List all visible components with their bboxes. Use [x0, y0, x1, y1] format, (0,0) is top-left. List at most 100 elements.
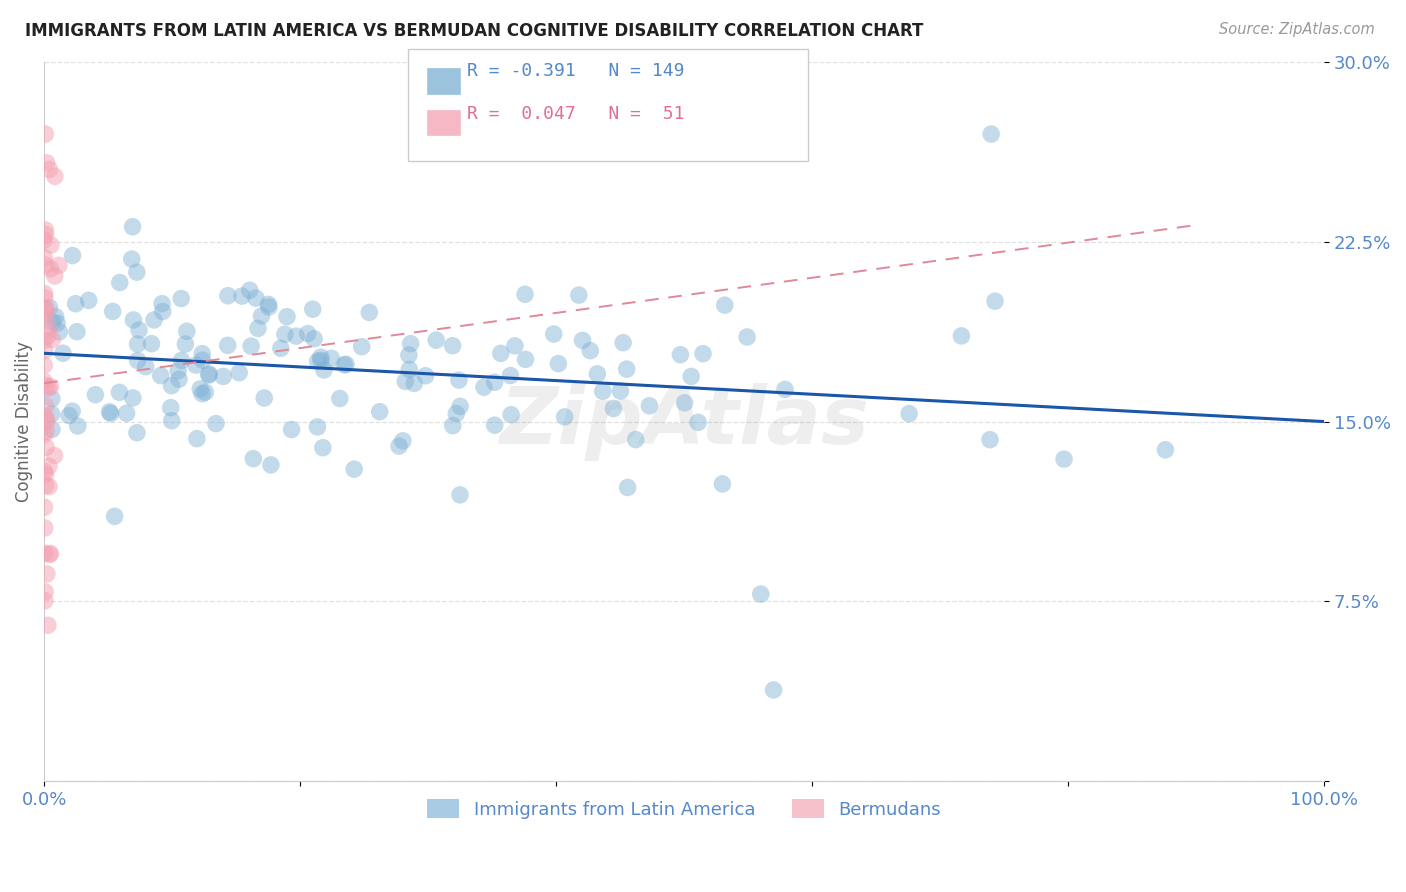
Point: [307, 420, 329, 434]
Point: [624, 433, 647, 447]
Point: [692, 346, 714, 360]
Point: [191, 386, 214, 401]
Point: [38, 301, 60, 315]
Point: [44, 268, 66, 283]
Point: [125, 425, 148, 440]
Point: [121, 219, 143, 234]
Point: [41, 315, 63, 329]
Point: [66, 325, 89, 339]
Point: [242, 451, 264, 466]
Point: [280, 422, 302, 436]
Point: [45, 310, 67, 324]
Point: [34, 593, 56, 607]
Point: [35, 415, 58, 429]
Point: [898, 407, 921, 421]
Point: [447, 373, 470, 387]
Point: [359, 305, 381, 319]
Point: [245, 291, 267, 305]
Point: [388, 439, 411, 453]
Point: [1053, 452, 1076, 467]
Point: [62, 249, 84, 263]
Point: [38, 459, 60, 474]
Point: [38, 162, 60, 177]
Point: [35, 306, 58, 320]
Point: [100, 407, 122, 421]
Point: [35, 478, 58, 492]
Point: [350, 340, 373, 354]
Point: [34, 127, 56, 141]
Point: [101, 304, 124, 318]
Point: [239, 283, 262, 297]
Point: [48, 325, 70, 339]
Point: [472, 380, 495, 394]
Point: [669, 348, 692, 362]
Point: [160, 378, 183, 392]
Point: [41, 407, 63, 421]
Point: [484, 418, 506, 433]
Point: [186, 432, 208, 446]
Point: [167, 372, 190, 386]
Point: [38, 381, 60, 395]
Point: [571, 334, 593, 348]
Point: [41, 392, 63, 406]
Point: [515, 352, 537, 367]
Point: [34, 521, 56, 535]
Point: [217, 338, 239, 352]
Point: [32, 374, 55, 388]
Point: [191, 346, 214, 360]
Point: [441, 418, 464, 433]
Point: [115, 406, 138, 420]
Text: R =  0.047   N =  51: R = 0.047 N = 51: [467, 105, 685, 123]
Point: [212, 369, 235, 384]
Point: [950, 329, 973, 343]
Point: [301, 302, 323, 317]
Point: [568, 288, 591, 302]
Point: [398, 348, 420, 362]
Point: [170, 353, 193, 368]
Point: [276, 310, 298, 324]
Point: [39, 261, 62, 276]
Point: [35, 399, 58, 413]
Point: [122, 313, 145, 327]
Point: [980, 127, 1002, 141]
Point: [257, 297, 280, 311]
Point: [321, 351, 343, 366]
Point: [484, 376, 506, 390]
Point: [39, 546, 62, 560]
Point: [34, 286, 56, 301]
Point: [104, 509, 127, 524]
Point: [176, 324, 198, 338]
Point: [713, 298, 735, 312]
Point: [35, 440, 58, 454]
Point: [612, 335, 634, 350]
Point: [149, 368, 172, 383]
Point: [404, 376, 426, 391]
Point: [128, 323, 150, 337]
Point: [499, 408, 522, 422]
Point: [39, 379, 62, 393]
Point: [38, 479, 60, 493]
Point: [489, 346, 512, 360]
Point: [609, 384, 631, 398]
Point: [257, 300, 280, 314]
Point: [307, 354, 329, 368]
Point: [32, 233, 55, 247]
Point: [34, 301, 56, 316]
Point: [616, 362, 638, 376]
Point: [44, 449, 66, 463]
Point: [65, 297, 87, 311]
Point: [773, 383, 796, 397]
Point: [312, 441, 335, 455]
Point: [446, 407, 468, 421]
Point: [302, 332, 325, 346]
Point: [543, 326, 565, 341]
Point: [513, 287, 536, 301]
Point: [121, 252, 143, 266]
Point: [503, 339, 526, 353]
Point: [37, 329, 59, 343]
Point: [34, 585, 56, 599]
Point: [34, 464, 56, 478]
Point: [35, 424, 58, 438]
Point: [592, 384, 614, 399]
Point: [108, 385, 131, 400]
